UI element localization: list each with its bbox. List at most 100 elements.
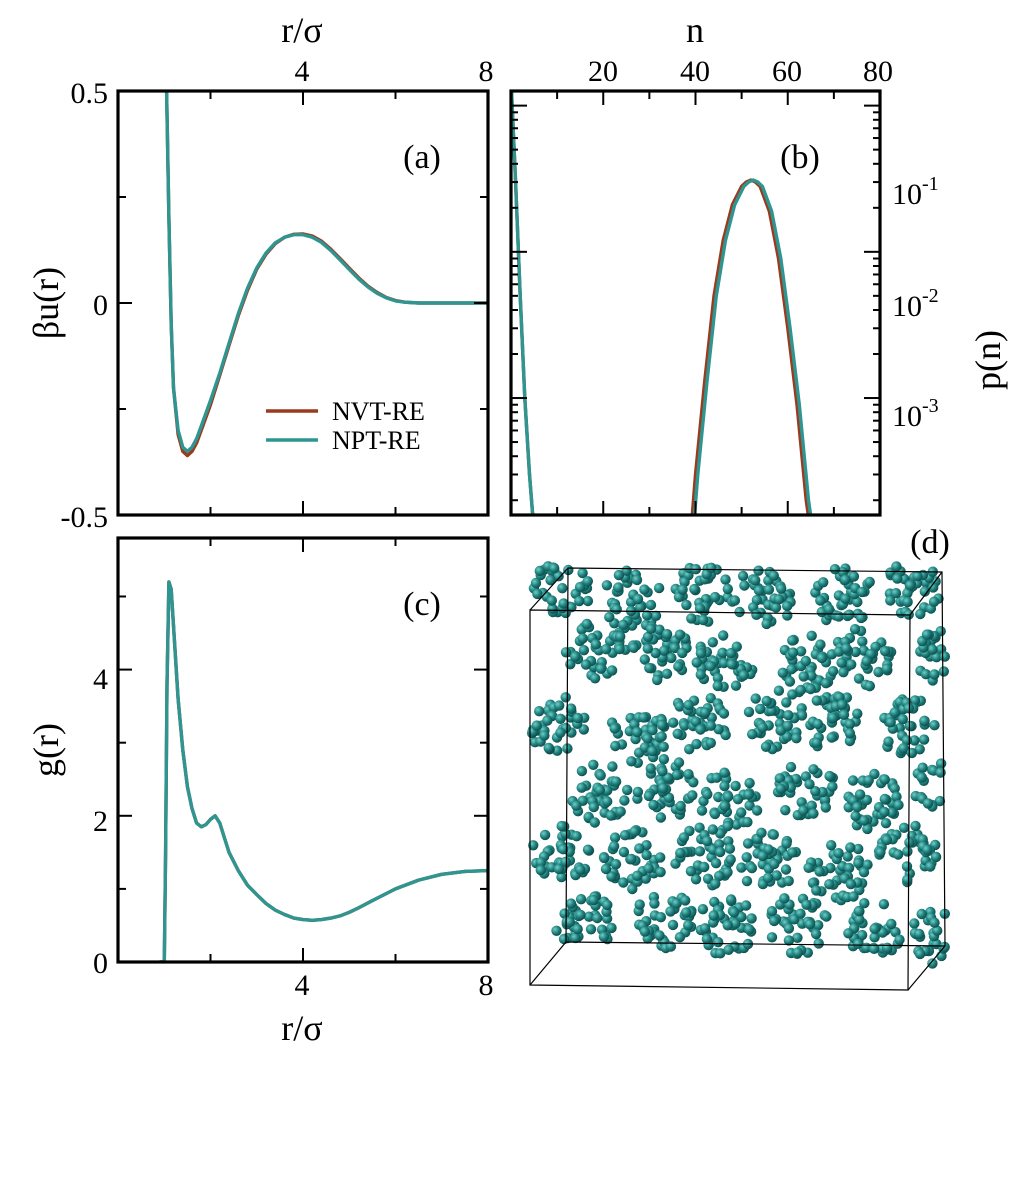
particle: [709, 808, 721, 820]
particle: [674, 629, 686, 640]
particle: [602, 899, 613, 911]
particle: [781, 697, 792, 708]
particle: [775, 783, 786, 794]
panel-b-xtick-label: 80: [863, 55, 893, 88]
particle: [565, 898, 577, 909]
particle: [746, 913, 757, 924]
particle: [827, 781, 838, 792]
particle: [882, 942, 893, 953]
particle: [680, 895, 691, 906]
particle: [903, 703, 914, 714]
particle: [655, 852, 666, 863]
particle: [575, 864, 586, 875]
particle: [854, 789, 866, 800]
particle: [815, 595, 826, 606]
particle: [780, 864, 792, 875]
particle: [688, 777, 699, 788]
particle: [539, 730, 550, 741]
particle: [844, 718, 856, 730]
particle: [838, 667, 849, 678]
particle: [864, 576, 875, 588]
particle: [784, 676, 796, 687]
particle: [853, 905, 865, 917]
particle: [655, 866, 666, 878]
particle: [795, 908, 806, 919]
particle: [811, 737, 822, 748]
particle: [578, 645, 590, 656]
series-line-npt-re: [511, 91, 535, 515]
particle: [642, 733, 653, 744]
particle: [654, 624, 665, 635]
particle: [753, 585, 765, 596]
particle: [823, 604, 835, 615]
series-line-npt-re: [159, 580, 488, 962]
particle: [787, 847, 798, 858]
particle: [657, 783, 669, 794]
particle: [769, 858, 780, 870]
particle: [639, 584, 650, 595]
panel-b-ytick-label: 10-2: [892, 285, 939, 323]
particle: [681, 599, 692, 611]
particle: [779, 893, 790, 904]
particle: [592, 912, 603, 924]
particle: [879, 793, 890, 805]
particle: [530, 577, 542, 589]
particle: [700, 707, 711, 718]
particle: [827, 666, 839, 677]
particle: [751, 609, 762, 620]
particle: [678, 832, 690, 843]
panel-a-xlabel: r/σ: [281, 10, 322, 50]
particle: [694, 822, 705, 833]
panel-a-ytick-label: 0.5: [71, 77, 109, 110]
particle: [588, 801, 599, 813]
particle: [643, 863, 654, 874]
particle: [783, 875, 794, 887]
particle: [598, 931, 610, 942]
particle: [696, 805, 708, 816]
panel-b-frame: [509, 89, 882, 517]
particle: [808, 764, 819, 775]
particle: [909, 695, 921, 706]
panel-b-xtick-label: 60: [772, 55, 802, 88]
particle: [632, 593, 644, 605]
particle: [723, 944, 734, 955]
particle: [741, 875, 753, 887]
particle: [572, 923, 583, 935]
particle: [588, 759, 599, 770]
panel-b-ytick-label: 10-3: [892, 395, 939, 433]
panel-c-label: (c): [403, 586, 441, 623]
particle: [698, 614, 709, 626]
particle: [671, 898, 682, 909]
particle: [719, 780, 730, 792]
particle: [801, 899, 812, 910]
particle: [806, 670, 817, 681]
particle: [589, 817, 600, 828]
particle: [808, 808, 819, 819]
particle: [853, 938, 864, 949]
particle: [922, 798, 934, 809]
particle: [847, 775, 859, 786]
particle: [622, 784, 633, 796]
particle: [650, 610, 662, 621]
particle: [914, 928, 925, 940]
panel-a: 4 8 0.5 0 -0.5 r/σ βu(r) (a) NVT-RE NPT-…: [26, 10, 494, 534]
panel-b-plot-area: [511, 91, 813, 515]
particle: [844, 728, 856, 739]
particle: [766, 932, 778, 943]
panel-c-ylabel: g(r): [26, 723, 66, 777]
particle: [848, 571, 860, 582]
particle: [683, 920, 694, 931]
particle: [820, 802, 831, 813]
particle: [709, 591, 721, 603]
particle: [652, 674, 663, 686]
particle: [714, 870, 725, 882]
particle: [852, 708, 863, 719]
particle: [904, 837, 915, 848]
particle: [726, 659, 737, 670]
legend-label-npt: NPT-RE: [332, 426, 421, 455]
particle: [683, 699, 694, 711]
particle: [787, 635, 798, 646]
particle: [722, 920, 733, 931]
particle: [906, 747, 918, 759]
particle: [783, 710, 794, 721]
